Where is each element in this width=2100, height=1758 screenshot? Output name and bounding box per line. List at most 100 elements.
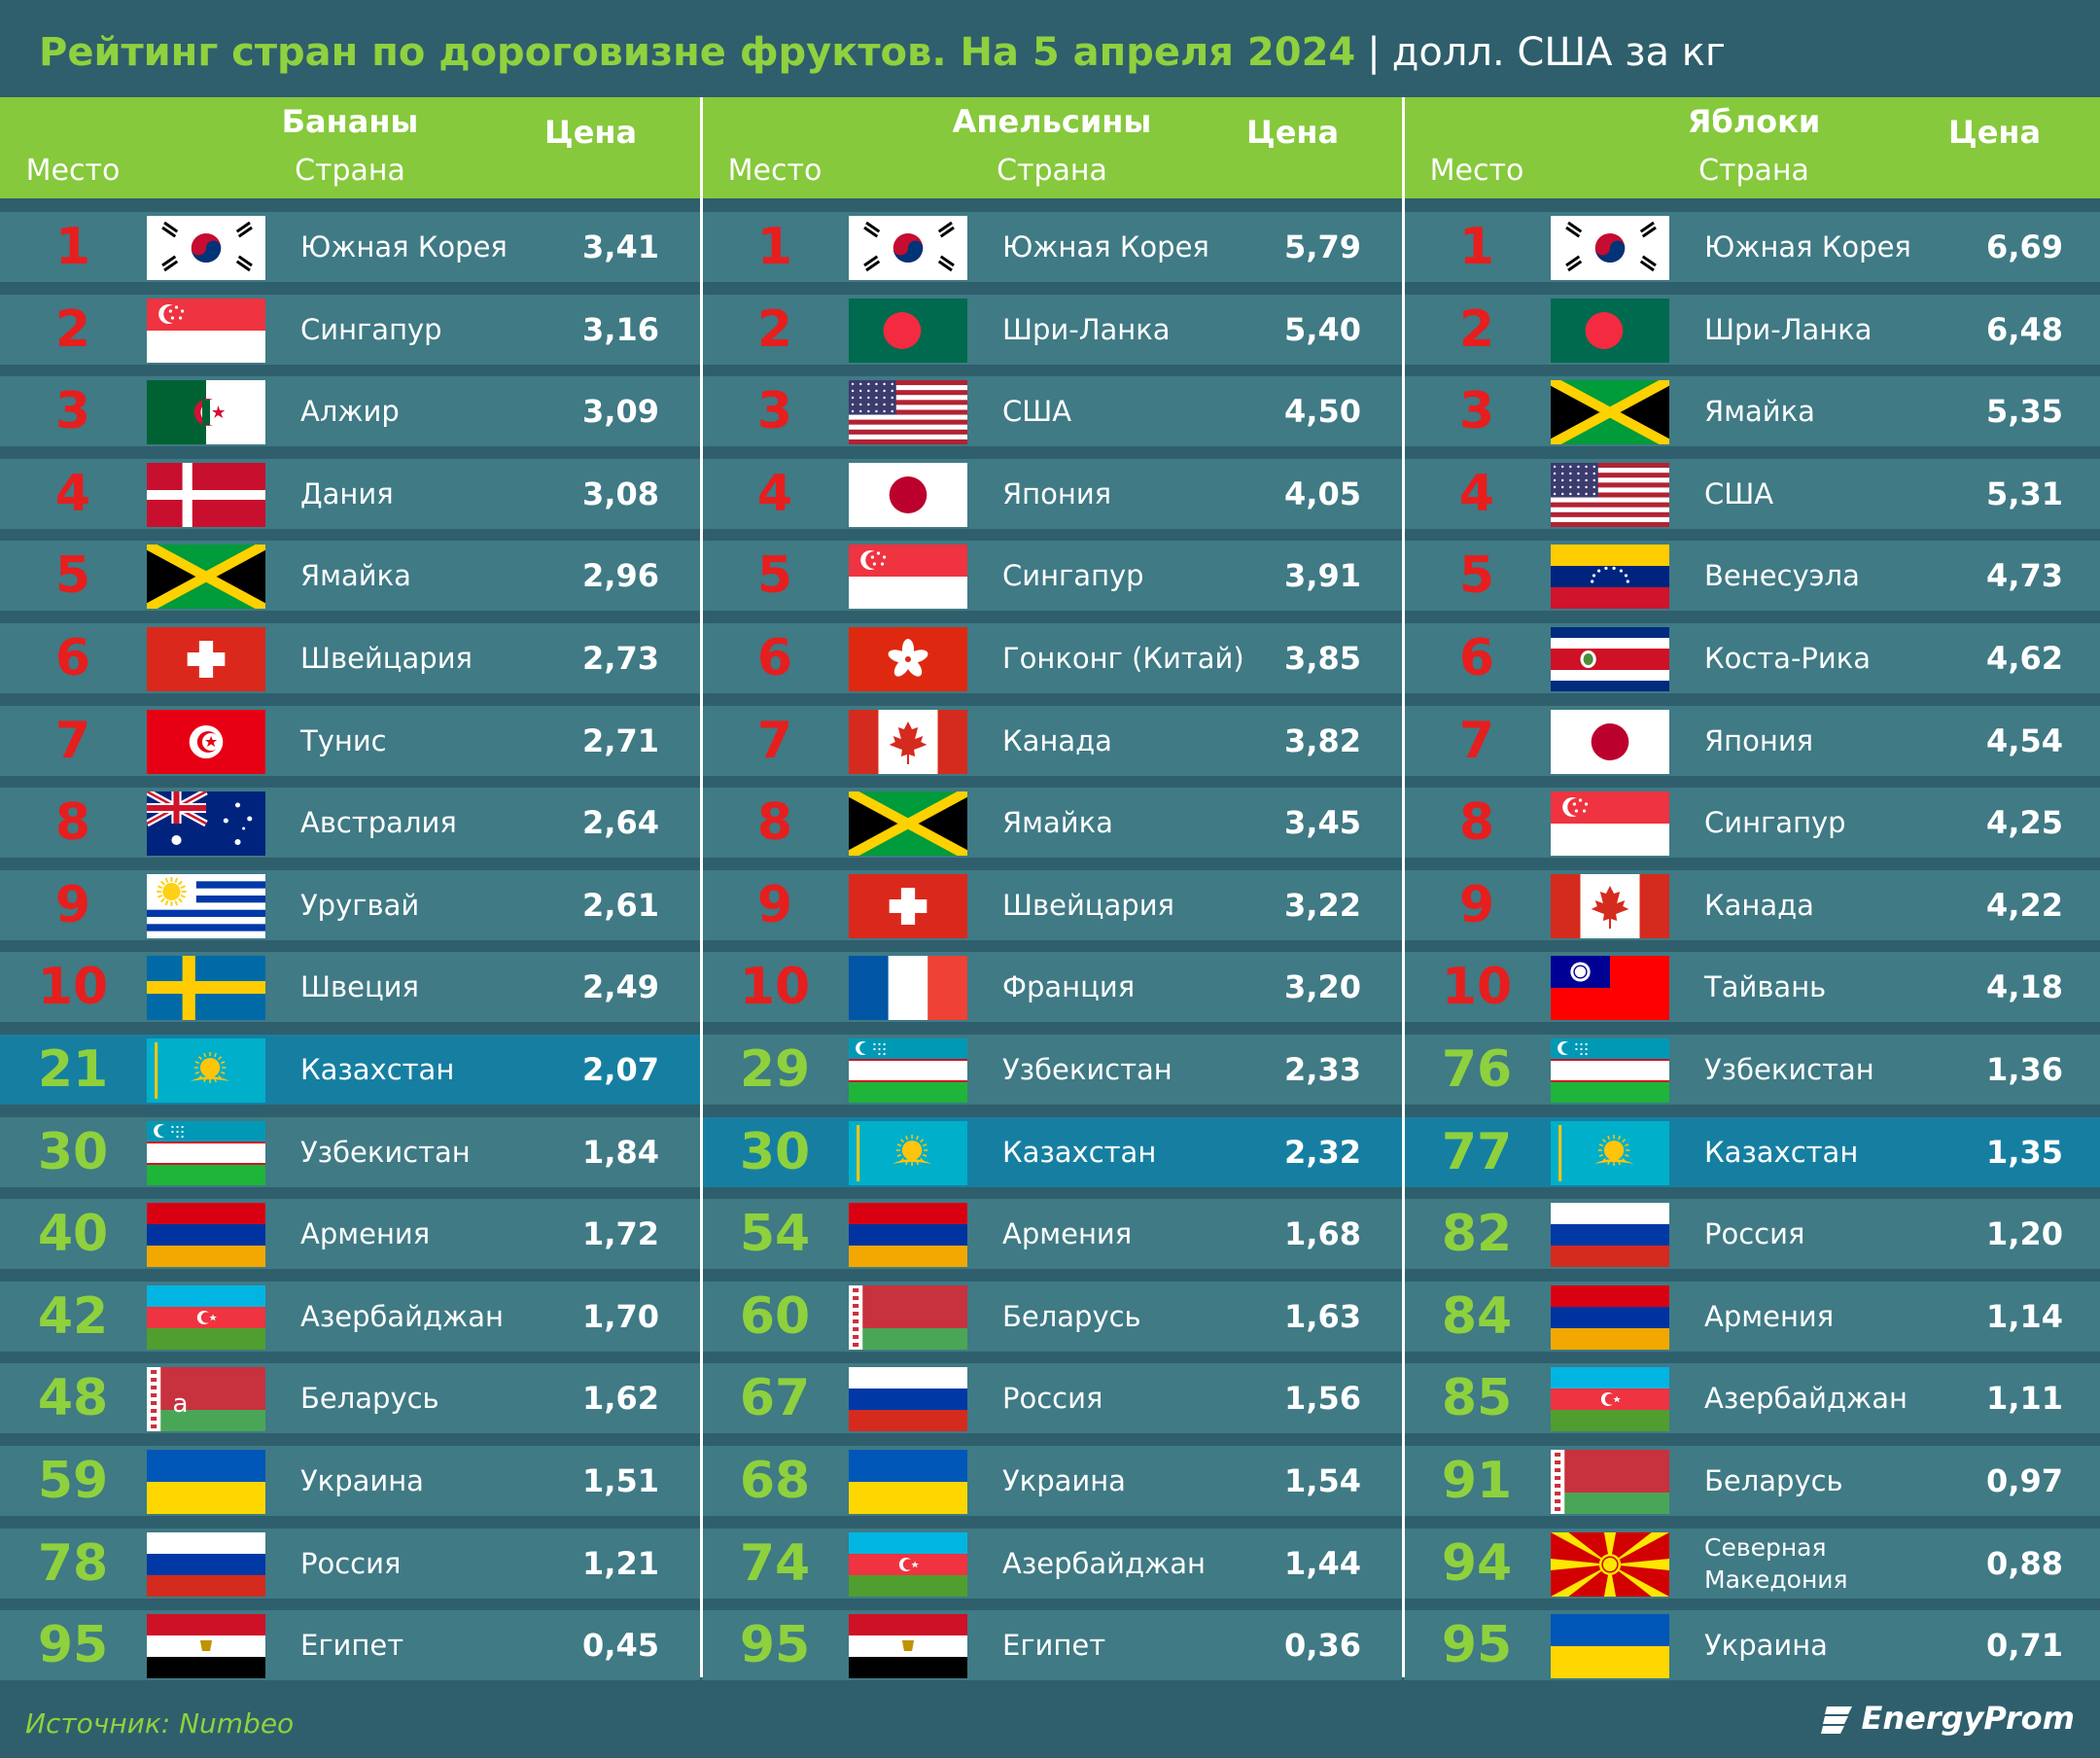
rank-number: 5 [1458, 546, 1495, 606]
country-name: Гонконг (Китай) [1002, 642, 1244, 675]
price-value: 1,63 [1284, 1297, 1361, 1335]
rank-number: 10 [37, 958, 109, 1017]
rank-number: 5 [54, 546, 91, 606]
table-row: 2 Шри-Ланка 5,40 [702, 294, 1402, 365]
flag-icon [147, 873, 265, 938]
column-divider [700, 97, 703, 1677]
flag-icon [147, 1038, 265, 1103]
title-main: Рейтинг стран по дороговизне фруктов. На… [39, 30, 1356, 75]
flag-icon [849, 1531, 967, 1597]
table-row: 30 Узбекистан 1,84 [0, 1116, 700, 1187]
country-name: Швейцария [300, 642, 473, 675]
flag-icon [849, 1614, 967, 1679]
flag-icon [849, 1038, 967, 1103]
flag-icon [849, 1450, 967, 1514]
rank-number: 48 [37, 1369, 109, 1428]
brand-icon [1820, 1706, 1852, 1734]
flag-icon [1551, 298, 1669, 363]
price-value: 1,35 [1986, 1133, 2063, 1171]
table-row: 9 Швейцария 3,22 [702, 869, 1402, 940]
title-unit: долл. США за кг [1391, 30, 1726, 75]
price-value: 1,14 [1986, 1297, 2063, 1335]
country-name: Тайвань [1704, 970, 1827, 1004]
price-value: 0,45 [582, 1627, 659, 1665]
flag-icon [849, 873, 967, 938]
flag-icon [1551, 1531, 1669, 1597]
country-name: Шри-Ланка [1002, 312, 1171, 346]
price-value: 2,64 [582, 804, 659, 842]
rank-number: 7 [756, 711, 793, 770]
rank-number: 82 [1441, 1205, 1513, 1264]
flag-icon [1551, 1038, 1669, 1103]
rank-number: 21 [37, 1040, 109, 1099]
table-header: Бананы Место Страна Цена Апельсины Место Стран… [0, 97, 2100, 198]
flag-icon [849, 956, 967, 1021]
country-name: США [1002, 395, 1072, 429]
country-name: Южная Корея [1704, 230, 1911, 264]
table-row: 77 Казахстан 1,35 [1404, 1116, 2100, 1187]
country-name: Швеция [300, 970, 419, 1004]
flag-icon [849, 380, 967, 445]
country-name: Ямайка [300, 559, 411, 593]
country-name: Азербайджан [1704, 1382, 1908, 1416]
price-value: 4,73 [1986, 557, 2063, 595]
country-name: Северная Македония [1704, 1529, 1986, 1599]
country-name: Австралия [300, 806, 457, 840]
table-row: 29 Узбекистан 2,33 [702, 1035, 1402, 1105]
country-name: Россия [1704, 1217, 1805, 1251]
rank-number: 60 [739, 1286, 811, 1346]
rank-number: 67 [739, 1369, 811, 1428]
rank-number: 84 [1441, 1286, 1513, 1346]
country-header: Страна [997, 154, 1107, 188]
price-value: 2,33 [1284, 1051, 1361, 1088]
country-name: США [1704, 476, 1774, 510]
price-value: 1,62 [582, 1380, 659, 1418]
table-row: 68 Украина 1,54 [702, 1446, 1402, 1516]
flag-icon [147, 298, 265, 363]
table-row: 94 Северная Македония 0,88 [1404, 1528, 2100, 1599]
rank-number: 7 [54, 711, 91, 770]
flag-icon [147, 627, 265, 691]
country-name: Узбекистан [1002, 1053, 1172, 1086]
table-row: 3 Алжир 3,09 [0, 376, 700, 447]
table-row: 3 США 4,50 [702, 376, 1402, 447]
country-name: Узбекистан [1704, 1053, 1874, 1086]
price-value: 0,97 [1986, 1462, 2063, 1499]
rank-number: 30 [37, 1122, 109, 1181]
table-row: 5 Венесуэла 4,73 [1404, 541, 2100, 612]
table-row: 6 Коста-Рика 4,62 [1404, 623, 2100, 693]
table-row: 59 Украина 1,51 [0, 1446, 700, 1516]
price-value: 3,08 [582, 475, 659, 512]
table-row: 95 Египет 0,45 [0, 1610, 700, 1681]
country-name: Швейцария [1002, 888, 1175, 922]
price-value: 6,48 [1986, 310, 2063, 348]
price-value: 1,51 [582, 1462, 659, 1499]
table-row: 6 Гонконг (Китай) 3,85 [702, 623, 1402, 693]
flag-icon [147, 956, 265, 1021]
flag-icon [147, 1450, 265, 1514]
price-value: 0,88 [1986, 1544, 2063, 1582]
country-name-line: Македония [1704, 1565, 1848, 1594]
country-name: Узбекистан [300, 1135, 471, 1169]
table-row: 48 a Беларусь 1,62 [0, 1363, 700, 1434]
flag-icon [1551, 709, 1669, 774]
rank-number: 78 [37, 1533, 109, 1593]
price-value: 3,82 [1284, 721, 1361, 759]
table-row: 5 Сингапур 3,91 [702, 541, 1402, 612]
price-value: 1,11 [1986, 1380, 2063, 1418]
rank-number: 9 [54, 875, 91, 934]
country-name: Казахстан [1002, 1135, 1157, 1169]
country-name: Беларусь [1704, 1464, 1843, 1497]
header-column: Апельсины Место Страна Цена [702, 97, 1402, 198]
fruit-title: Яблоки [1687, 103, 1821, 140]
table-row: 7 Канада 3,82 [702, 705, 1402, 776]
country-name: Коста-Рика [1704, 642, 1872, 675]
table-row: 74 Азербайджан 1,44 [702, 1528, 1402, 1599]
flag-icon [1551, 545, 1669, 610]
flag-icon [1551, 1203, 1669, 1268]
country-name: Египет [1002, 1629, 1106, 1663]
price-value: 0,71 [1986, 1627, 2063, 1665]
flag-icon [1551, 1284, 1669, 1350]
rank-number: 10 [739, 958, 811, 1017]
price-value: 4,62 [1986, 640, 2063, 677]
